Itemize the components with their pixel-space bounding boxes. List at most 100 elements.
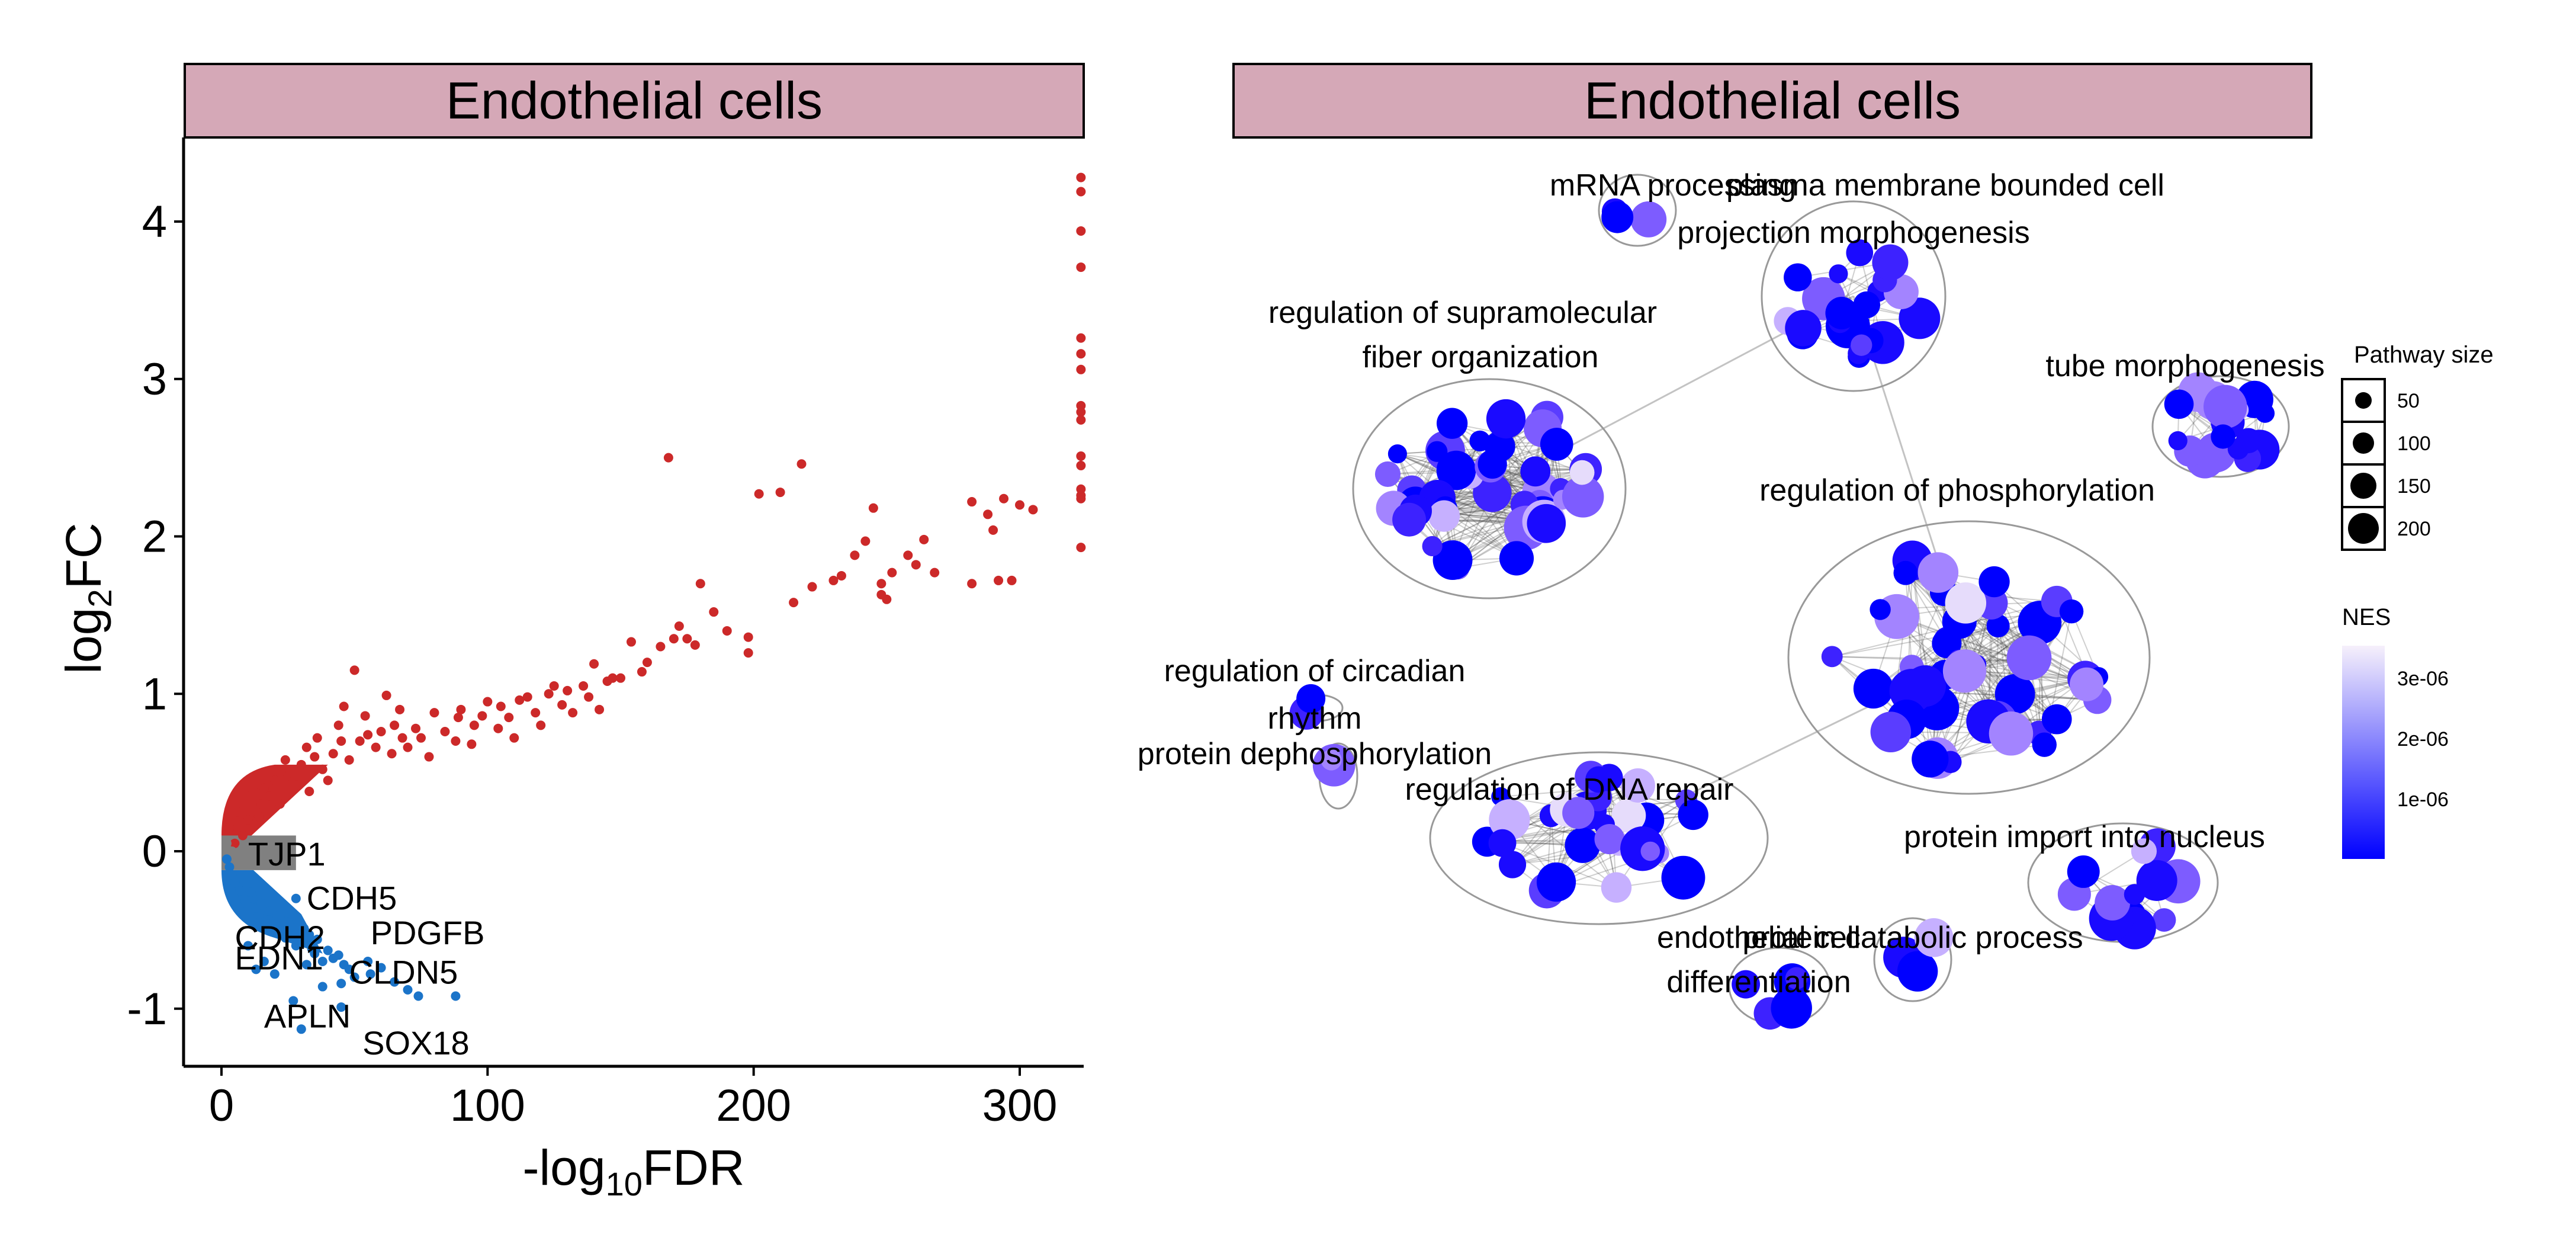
cluster-endothelial-cell-differentiation [1728, 947, 1831, 1030]
pathway-node [2095, 884, 2131, 921]
size-legend-title: Pathway size [2354, 342, 2494, 368]
pathway-node [1601, 872, 1632, 903]
point-up [557, 700, 567, 710]
pathway-node [1846, 239, 1874, 267]
point-down [296, 1024, 306, 1034]
point-down [376, 963, 386, 973]
pathway-node [2211, 424, 2235, 449]
pathway-node [1989, 711, 2034, 756]
point-up [1076, 172, 1086, 182]
pathway-node [1785, 967, 1808, 990]
pathway-node [2152, 908, 2176, 932]
pathway-node [2255, 403, 2275, 423]
cluster-label: regulation of DNA repair [1405, 772, 1734, 807]
point-up [456, 704, 466, 714]
network-edge [1832, 656, 1938, 759]
pathway-node [1392, 502, 1427, 537]
pathway-node [1321, 749, 1342, 771]
pathway-node [1611, 798, 1646, 833]
point-down [246, 887, 256, 897]
cluster-label: regulation of supramolecular [1268, 296, 1657, 330]
point-up [999, 493, 1009, 504]
point-down [269, 969, 280, 979]
network-panel-title: Endothelial cells [1232, 63, 2312, 139]
point-up [344, 755, 354, 765]
point-up [568, 708, 578, 718]
cluster-protein-dephosphorylation [1312, 742, 1358, 810]
point-up [264, 791, 274, 801]
point-up [493, 723, 503, 733]
cluster-ellipse [1761, 200, 1947, 392]
pathway-node [1785, 310, 1822, 347]
cluster-label: tube morphogenesis [2045, 349, 2324, 383]
point-up [860, 536, 871, 546]
pathway-node [1436, 450, 1476, 490]
pathway-node [1565, 828, 1601, 863]
point-up [836, 570, 846, 581]
point-up [868, 503, 878, 513]
point-up [626, 637, 636, 647]
point-up [336, 736, 346, 746]
x-tick-label: 0 [209, 1081, 234, 1131]
point-down [344, 964, 354, 974]
point-down [403, 985, 413, 995]
point-up [339, 701, 349, 711]
point-up [1076, 407, 1086, 417]
cluster-label: projection morphogenesis [1677, 216, 2029, 250]
pathway-node [1436, 408, 1468, 439]
point-up [1015, 500, 1024, 510]
pathway-node [2164, 389, 2194, 419]
point-up [709, 607, 719, 617]
point-up [296, 759, 306, 770]
color-legend-title: NES [2342, 604, 2391, 630]
pathway-node [2168, 431, 2188, 451]
point-up [882, 594, 892, 604]
pathway-node [1630, 201, 1667, 238]
point-up [1076, 349, 1086, 359]
point-up [544, 689, 554, 699]
pathway-node [2136, 860, 2177, 901]
y-tick-label: 1 [142, 669, 167, 719]
point-down [349, 972, 359, 982]
cluster-regulation-of-phosphorylation [1787, 520, 2151, 795]
pathway-node [1870, 599, 1891, 620]
pathway-node [1498, 851, 1527, 879]
cluster-label: fiber organization [1363, 340, 1599, 374]
x-tick-label: 100 [450, 1081, 525, 1131]
gene-label-apln: APLN [264, 998, 351, 1035]
point-up [642, 658, 652, 668]
network-edge [1452, 471, 1536, 561]
pathway-node [1432, 540, 1473, 580]
point-up [355, 736, 365, 746]
cluster-protein-import-into-nucleus [2027, 822, 2219, 950]
point-up [360, 711, 370, 721]
point-down [240, 897, 250, 907]
pathway-node [1914, 918, 1954, 957]
point-up [850, 550, 860, 560]
point-up [253, 812, 264, 822]
x-tick-label: 300 [982, 1081, 1058, 1131]
size-legend-label: 50 [2397, 390, 2420, 412]
point-up [232, 807, 242, 817]
point-up [656, 642, 666, 652]
gene-label-cdh5: CDH5 [307, 879, 397, 916]
point-down [301, 938, 311, 948]
point-up [269, 775, 280, 785]
pathway-node [1978, 566, 2010, 598]
point-up [602, 676, 612, 686]
pathway-node [2059, 599, 2084, 624]
point-up [1076, 493, 1086, 504]
point-up [911, 560, 921, 570]
point-ns [232, 854, 242, 864]
cluster-ellipse [2151, 375, 2290, 478]
point-down [230, 878, 240, 888]
cluster-ellipse [1598, 174, 1677, 247]
gene-label-edn1: EDN1 [235, 939, 323, 976]
cluster-label: plasma membrane bounded cell [1726, 168, 2164, 203]
point-up [983, 509, 993, 520]
point-up [440, 727, 450, 737]
point-up [256, 799, 266, 809]
point-up [536, 720, 546, 730]
point-up [349, 665, 359, 675]
pathway-node [2041, 704, 2072, 735]
